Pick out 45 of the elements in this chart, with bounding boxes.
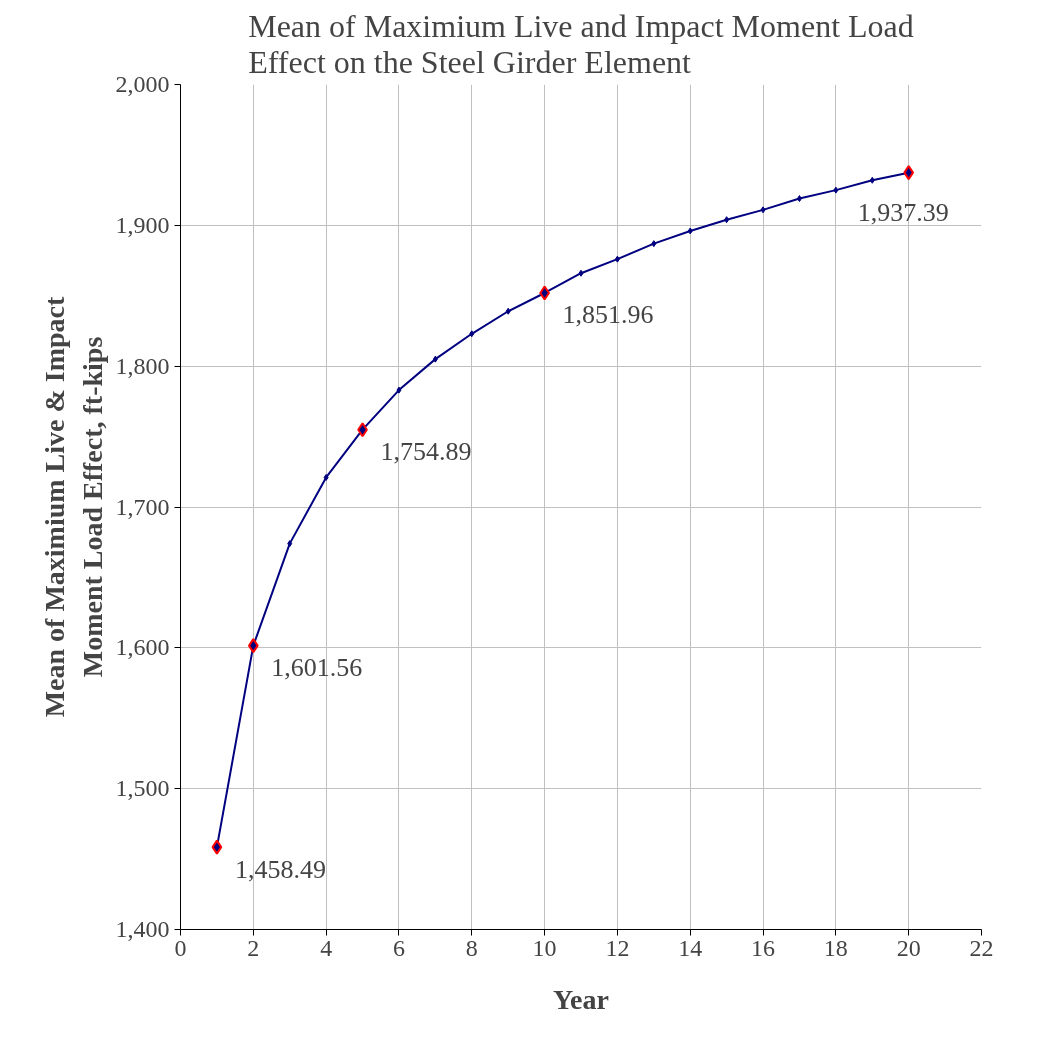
point [687,227,693,235]
y-tick-label: 1,700 [115,493,170,520]
data-label: 1,851.96 [562,300,654,330]
x-tick-label: 14 [678,934,703,961]
point [578,269,584,277]
x-tick-label: 8 [465,934,478,961]
y-tick-label: 1,900 [115,211,170,238]
y-axis-title: Mean of Maximium Live & Impact Moment Load Effect, ft-kips [39,295,108,718]
point [869,176,875,184]
x-tick-label: 18 [823,934,848,961]
point [796,195,802,203]
y-tick-label: 1,500 [115,775,170,802]
x-tick-label: 4 [320,934,333,961]
y-tick-label: 1,800 [115,352,170,379]
y-tick-label: 1,400 [115,916,170,942]
point [833,186,839,194]
y-tick-label: 1,600 [115,634,170,661]
data-label: 1,458.49 [234,854,326,884]
point [287,540,293,548]
chart-title: Mean of Maximium Live and Impact Moment Load Effect on the Steel Girder Element [248,7,914,80]
x-tick-label: 0 [174,934,187,961]
point [469,330,475,338]
point [614,255,620,263]
point [505,307,511,315]
x-tick-label: 20 [896,934,921,961]
point [323,473,329,481]
x-tick-label: 6 [392,934,405,961]
point [396,386,402,394]
x-axis-title: Year [553,983,609,1015]
point [903,165,915,181]
point [432,355,438,363]
x-tick-label: 2 [247,934,260,961]
point [651,240,657,248]
point [724,216,730,224]
y-tick-label: 2,000 [115,71,170,97]
x-tick-label: 10 [532,934,557,961]
data-label: 1,754.89 [380,437,472,467]
x-tick-label: 22 [969,934,994,961]
x-tick-label: 12 [605,934,630,961]
data-label: 1,601.56 [271,653,363,683]
data-label: 1,937.39 [857,198,949,228]
point [760,206,766,214]
point [247,638,259,654]
x-tick-label: 16 [751,934,776,961]
point [211,839,223,855]
